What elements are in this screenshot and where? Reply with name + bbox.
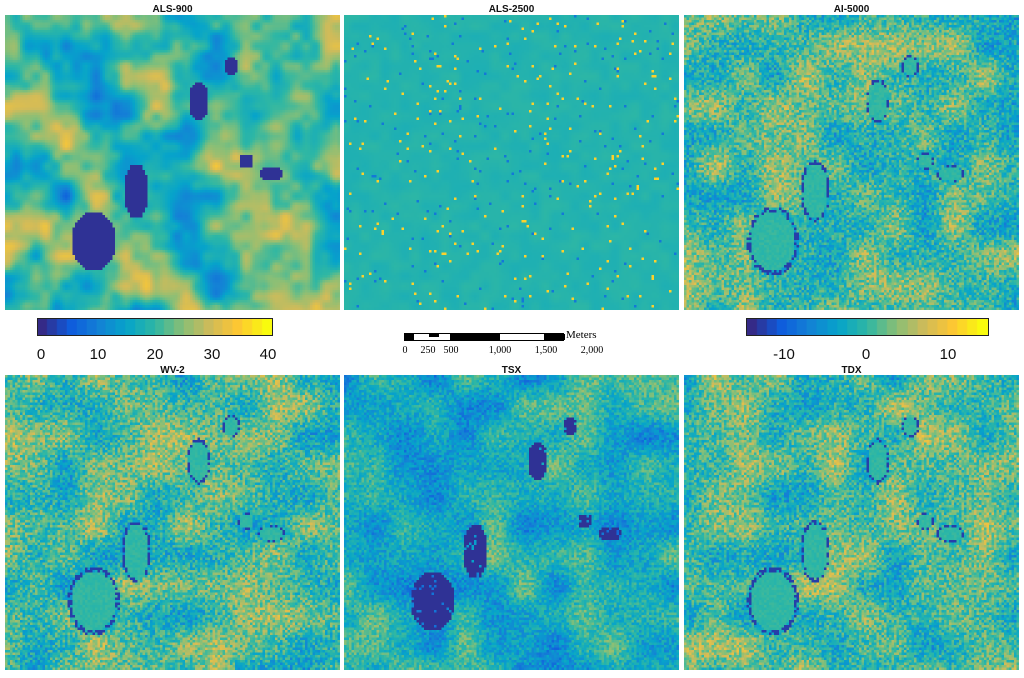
scale-bar-label: 1,000 [488,345,512,356]
panel-title-wv-2: WV-2 [160,365,185,376]
colorbar-left-tick: 0 [36,346,46,363]
scale-bar-units: Meters [566,329,597,341]
colorbar-left-tick: 20 [146,346,164,363]
scale-bar-label: 500 [443,345,459,356]
raster-tdx [684,375,1019,670]
panel-title-als-2500: ALS-2500 [488,4,535,15]
raster-tsx [344,375,679,670]
colorbar-left-tick: 30 [203,346,221,363]
colorbar-right-tick: 0 [861,346,871,363]
scale-bar-label: 2,000 [580,345,604,356]
colorbar-right [746,318,989,336]
colorbar-right-tick: -10 [773,346,795,363]
colorbar-left-tick: 40 [259,346,277,363]
panel-title-tsx: TSX [501,365,522,376]
scale-bar-label: 1,500 [534,345,558,356]
raster-wv-2 [5,375,340,670]
panel-title-ai-5000: AI-5000 [833,4,870,15]
panel-title-tdx: TDX [841,365,862,376]
colorbar-right-tick: 10 [939,346,957,363]
colorbar-left [37,318,273,336]
panel-title-als-900: ALS-900 [152,4,193,15]
raster-als-2500 [344,15,679,310]
raster-ai-5000 [684,15,1019,310]
scale-bar-label: 250 [420,345,436,356]
scale-bar-label: 0 [402,345,408,356]
scale-bar [404,333,565,341]
raster-als-900 [5,15,340,310]
colorbar-left-tick: 10 [89,346,107,363]
